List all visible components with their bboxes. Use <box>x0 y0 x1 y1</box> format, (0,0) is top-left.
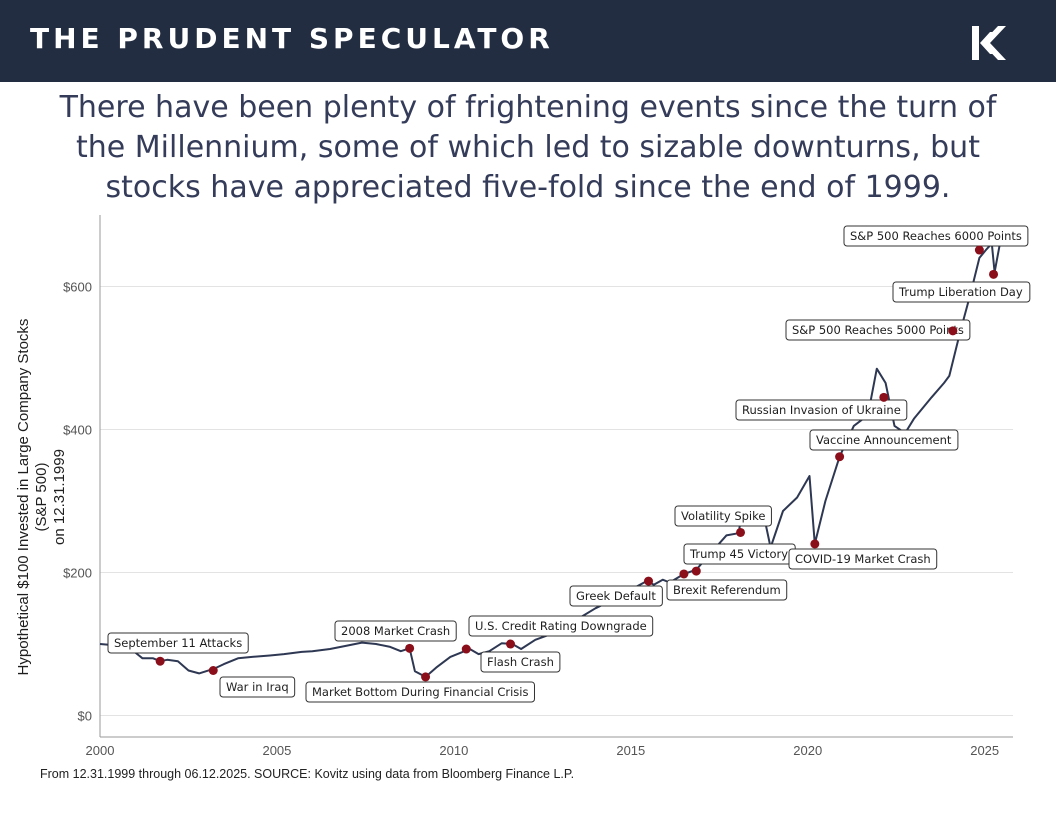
event-marker <box>810 539 820 549</box>
x-tick-label: 2020 <box>793 743 822 758</box>
axes <box>99 215 1013 738</box>
event-label-box <box>480 651 561 673</box>
event-marker <box>208 665 218 675</box>
event-label: Volatility Spike <box>681 509 765 523</box>
x-tick-labels: 2000 2005 2010 2015 2020 2025 <box>86 743 1000 758</box>
event-label: Greek Default <box>576 589 656 603</box>
event-label: Flash Crash <box>487 655 554 669</box>
event-marker <box>879 392 889 402</box>
event-annotations: September 11 Attacks War in Iraq 2008 Mark… <box>107 225 1031 703</box>
event-label: Trump Liberation Day <box>898 285 1023 299</box>
event-marker <box>835 452 845 462</box>
y-axis-label: Hypothetical $100 Invested in Large Comp… <box>15 317 69 677</box>
event-marker <box>691 566 701 576</box>
event-label: September 11 Attacks <box>114 636 242 650</box>
y-axis-label-line: Hypothetical $100 Invested in Large Comp… <box>15 318 50 676</box>
series-line <box>99 239 1002 678</box>
x-tick-label: 2010 <box>439 743 468 758</box>
header-bar: THE PRUDENT SPECULATOR <box>0 0 1056 82</box>
headline: There have been plenty of frightening ev… <box>0 88 1056 208</box>
source-note: From 12.31.1999 through 06.12.2025. SOUR… <box>40 767 575 781</box>
sp500-line-chart: $0$200$400$600 2000 2005 2010 2015 2020 2025 … <box>63 215 1031 758</box>
event-annotation: Trump Liberation Day <box>892 269 1031 303</box>
kovitz-k-logo-icon <box>972 26 1006 60</box>
event-annotation: Vaccine Announcement <box>809 429 959 462</box>
x-tick-label: 2005 <box>262 743 291 758</box>
event-label-box <box>219 676 296 698</box>
event-label-box <box>843 225 1029 247</box>
event-annotation: Market Bottom During Financial Crisis <box>305 672 535 703</box>
event-label: Russian Invasion of Ukraine <box>742 403 901 417</box>
event-annotation: Volatility Spike <box>674 505 772 537</box>
event-label: U.S. Credit Rating Downgrade <box>475 619 647 633</box>
event-marker <box>405 643 415 653</box>
event-annotation: September 11 Attacks <box>107 632 249 666</box>
event-annotation: Flash Crash <box>480 639 561 673</box>
event-label-box <box>892 281 1031 303</box>
x-tick-label: 2000 <box>86 743 115 758</box>
event-marker <box>679 569 689 579</box>
event-annotation: Russian Invasion of Ukraine <box>735 392 908 421</box>
event-annotation: 2008 Market Crash <box>334 620 457 653</box>
event-marker <box>974 245 984 255</box>
y-tick-label: $200 <box>63 566 92 581</box>
event-label: War in Iraq <box>226 680 289 694</box>
event-marker <box>948 326 958 336</box>
x-tick-label: 2025 <box>970 743 999 758</box>
event-label-box <box>788 548 938 570</box>
event-label: Trump 45 Victory <box>689 547 788 561</box>
y-axis-label-line: on 12.31.1999 <box>51 449 68 545</box>
event-annotation: S&P 500 Reaches 6000 Points <box>843 225 1029 255</box>
event-annotation: Greek Default <box>569 576 663 607</box>
event-label-box <box>107 632 249 654</box>
headline-line: There have been plenty of frightening ev… <box>59 90 997 125</box>
event-label-box <box>569 585 663 607</box>
event-marker <box>644 576 654 586</box>
event-marker <box>461 644 471 654</box>
y-tick-label: $0 <box>78 709 92 724</box>
event-annotation: U.S. Credit Rating Downgrade <box>461 615 654 654</box>
event-label: Vaccine Announcement <box>816 433 952 447</box>
event-annotation: COVID-19 Market Crash <box>788 539 938 570</box>
event-annotation: Trump 45 Victory <box>679 543 796 579</box>
headline-line: stocks have appreciated five-fold since … <box>105 170 951 205</box>
event-label-box <box>785 319 971 341</box>
event-marker <box>421 672 431 682</box>
y-tick-label: $600 <box>63 280 92 295</box>
event-label-box <box>809 429 959 451</box>
event-marker <box>989 269 999 279</box>
event-annotation: War in Iraq <box>208 665 296 698</box>
event-label: COVID-19 Market Crash <box>795 552 931 566</box>
event-label-box <box>334 620 457 642</box>
x-tick-label: 2015 <box>616 743 645 758</box>
event-marker <box>155 656 165 666</box>
event-label-box <box>666 579 788 601</box>
event-annotation: Brexit Referendum <box>666 566 788 601</box>
event-annotation: S&P 500 Reaches 5000 Points <box>785 319 971 341</box>
event-label: 2008 Market Crash <box>341 624 450 638</box>
event-label-box <box>468 615 654 637</box>
event-marker <box>505 639 515 649</box>
event-label: S&P 500 Reaches 5000 Points <box>792 323 964 337</box>
event-label: S&P 500 Reaches 6000 Points <box>850 229 1022 243</box>
event-label-box <box>735 399 908 421</box>
event-marker <box>736 527 746 537</box>
event-label-box <box>674 505 772 527</box>
event-label: Brexit Referendum <box>673 583 781 597</box>
headline-line: the Millennium, some of which led to siz… <box>76 130 980 165</box>
event-label: Market Bottom During Financial Crisis <box>312 685 528 699</box>
y-tick-label: $400 <box>63 423 92 438</box>
event-label-box <box>305 681 535 703</box>
y-tick-labels: $0 $200 $400 $600 <box>63 280 92 724</box>
brand-title: THE PRUDENT SPECULATOR <box>30 22 554 55</box>
